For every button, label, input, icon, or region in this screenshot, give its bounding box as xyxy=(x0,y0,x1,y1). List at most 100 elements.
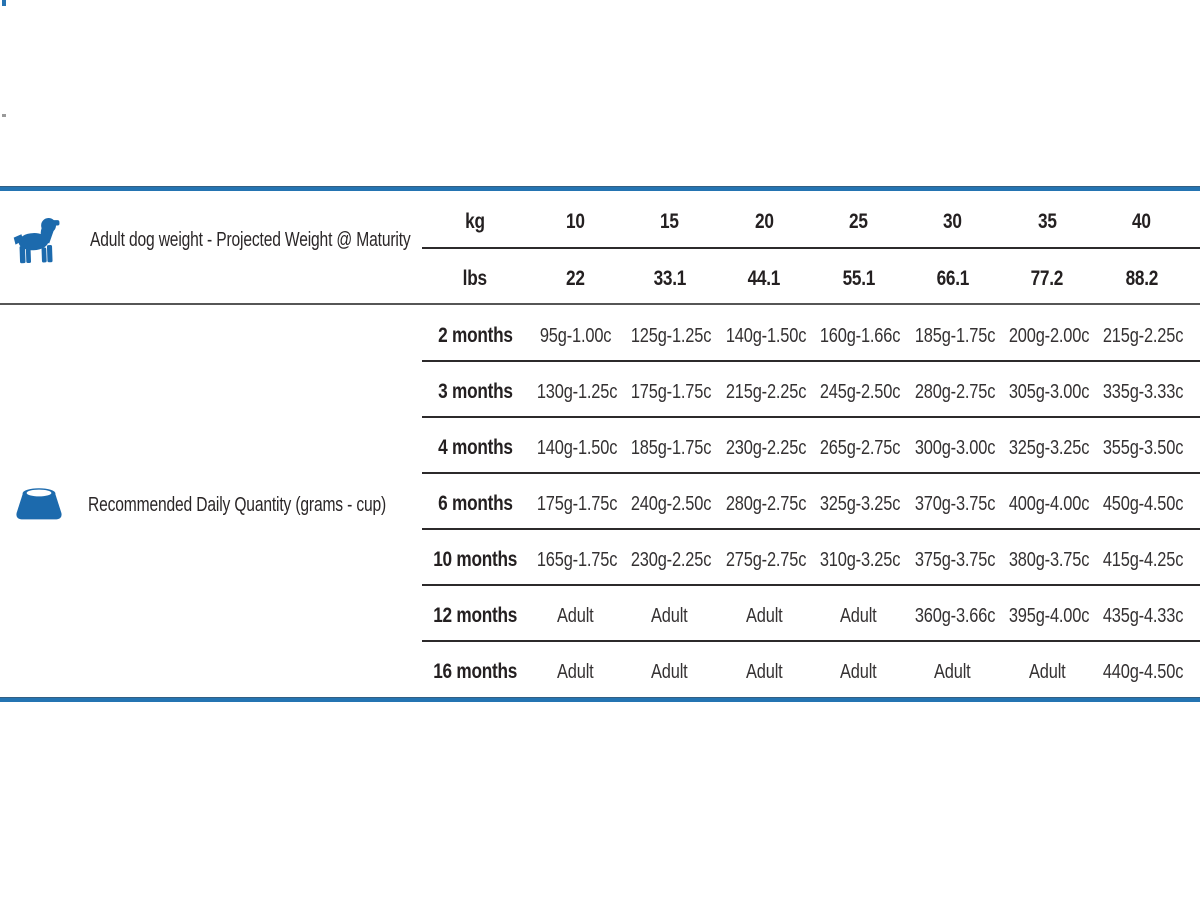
qty-cell: Adult xyxy=(840,660,877,683)
qty-cell: Adult xyxy=(556,660,594,683)
kg-value: 30 xyxy=(943,210,963,234)
qty-cell: 175g-1.75c xyxy=(631,380,712,403)
row-label: 6 months xyxy=(437,492,513,515)
qty-cell: 140g-1.50c xyxy=(725,324,807,347)
lbs-row: lbs 22 33.1 44.1 55.1 66.1 77.2 88.2 xyxy=(422,249,1200,304)
lbs-value: 66.1 xyxy=(936,266,970,290)
row-divider xyxy=(422,416,1200,418)
dog-silhouette-icon xyxy=(13,210,60,270)
qty-cell: 185g-1.75c xyxy=(914,324,995,347)
row-label: 12 months xyxy=(433,604,517,627)
qty-cell: 415g-4.25c xyxy=(1103,548,1184,571)
lbs-value: 88.2 xyxy=(1125,266,1158,290)
weight-header-table: kg 10 15 20 25 30 35 40 lbs 22 33.1 44.1… xyxy=(422,192,1200,303)
qty-cell: 335g-3.33c xyxy=(1103,380,1184,403)
lbs-value: 77.2 xyxy=(1030,266,1064,290)
weight-legend: Adult dog weight - Projected Weight @ Ma… xyxy=(13,208,413,272)
qty-cell: 325g-3.25c xyxy=(1008,436,1090,459)
qty-cell: 305g-3.00c xyxy=(1008,380,1090,403)
row-divider xyxy=(422,528,1200,530)
qty-cell: 240g-2.50c xyxy=(631,492,712,515)
qty-cell: 310g-3.25c xyxy=(820,548,901,571)
table-row-6-months: 6 months 175g-1.75c 240g-2.50c 280g-2.75… xyxy=(422,474,1200,528)
qty-cell: 450g-4.50c xyxy=(1103,492,1184,515)
qty-cell: 185g-1.75c xyxy=(631,436,712,459)
qty-cell: 125g-1.25c xyxy=(631,324,712,347)
qty-cell: 245g-2.50c xyxy=(820,380,901,403)
row-divider xyxy=(422,640,1200,642)
table-row-12-months: 12 months Adult Adult Adult Adult 360g-3… xyxy=(422,586,1200,640)
qty-cell: 380g-3.75c xyxy=(1008,548,1090,571)
page-margin-mark xyxy=(2,114,6,117)
qty-cell: Adult xyxy=(651,604,688,627)
qty-cell: 130g-1.25c xyxy=(536,380,618,403)
row-divider xyxy=(422,360,1200,362)
kg-value: 15 xyxy=(660,210,679,234)
row-label: 2 months xyxy=(437,324,513,347)
unit-label-kg: kg xyxy=(465,210,485,234)
quantity-legend: Recommended Daily Quantity (grams - cup) xyxy=(15,483,415,527)
kg-value: 10 xyxy=(565,210,585,234)
qty-cell: Adult xyxy=(1028,660,1066,683)
qty-cell: 200g-2.00c xyxy=(1008,324,1090,347)
lbs-value: 22 xyxy=(565,266,585,290)
table-row-3-months: 3 months 130g-1.25c 175g-1.75c 215g-2.25… xyxy=(422,362,1200,416)
quantity-legend-label: Recommended Daily Quantity (grams - cup) xyxy=(88,493,387,516)
unit-label-lbs: lbs xyxy=(462,266,488,290)
kg-value: 20 xyxy=(754,210,774,234)
row-divider xyxy=(422,472,1200,474)
qty-cell: 280g-2.75c xyxy=(725,492,807,515)
qty-cell: 360g-3.66c xyxy=(914,604,995,627)
table-row-4-months: 4 months 140g-1.50c 185g-1.75c 230g-2.25… xyxy=(422,418,1200,472)
qty-cell: 230g-2.25c xyxy=(725,436,807,459)
qty-cell: 215g-2.25c xyxy=(1103,324,1184,347)
qty-cell: 175g-1.75c xyxy=(536,492,618,515)
section-divider-line xyxy=(0,303,1200,305)
row-label: 3 months xyxy=(437,380,513,403)
qty-cell: Adult xyxy=(745,660,783,683)
table-row-10-months: 10 months 165g-1.75c 230g-2.25c 275g-2.7… xyxy=(422,530,1200,584)
dog-bowl-icon xyxy=(15,484,63,526)
qty-cell: Adult xyxy=(840,604,877,627)
qty-cell: 370g-3.75c xyxy=(914,492,995,515)
top-divider-line xyxy=(0,186,1200,191)
row-label: 10 months xyxy=(433,548,517,571)
qty-cell: 215g-2.25c xyxy=(725,380,807,403)
qty-cell: 300g-3.00c xyxy=(914,436,995,459)
lbs-value: 33.1 xyxy=(653,266,686,290)
table-row-2-months: 2 months 95g-1.00c 125g-1.25c 140g-1.50c… xyxy=(422,306,1200,360)
kg-row: kg 10 15 20 25 30 35 40 xyxy=(422,192,1200,247)
row-divider xyxy=(422,584,1200,586)
row-label: 4 months xyxy=(437,436,513,459)
table-row-16-months: 16 months Adult Adult Adult Adult Adult … xyxy=(422,642,1200,696)
kg-value: 35 xyxy=(1037,210,1057,234)
qty-cell: 400g-4.00c xyxy=(1008,492,1090,515)
qty-cell: 355g-3.50c xyxy=(1103,436,1184,459)
qty-cell: Adult xyxy=(651,660,688,683)
page-corner-mark xyxy=(2,0,6,6)
row-label: 16 months xyxy=(433,660,517,683)
qty-cell: 265g-2.75c xyxy=(820,436,901,459)
bottom-divider-line xyxy=(0,697,1200,702)
weight-legend-label: Adult dog weight - Projected Weight @ Ma… xyxy=(90,228,411,251)
qty-cell: 375g-3.75c xyxy=(914,548,995,571)
qty-cell: 160g-1.66c xyxy=(820,324,901,347)
qty-cell: 275g-2.75c xyxy=(725,548,807,571)
qty-cell: 440g-4.50c xyxy=(1103,660,1184,683)
qty-cell: 140g-1.50c xyxy=(536,436,618,459)
qty-cell: Adult xyxy=(745,604,783,627)
qty-cell: 230g-2.25c xyxy=(631,548,712,571)
qty-cell: Adult xyxy=(556,604,594,627)
lbs-value: 44.1 xyxy=(747,266,781,290)
qty-cell: 280g-2.75c xyxy=(914,380,995,403)
qty-cell: 395g-4.00c xyxy=(1008,604,1090,627)
qty-cell: 165g-1.75c xyxy=(536,548,618,571)
qty-cell: Adult xyxy=(934,660,972,683)
kg-lbs-divider xyxy=(422,246,1200,249)
kg-value: 25 xyxy=(849,210,868,234)
qty-cell: 325g-3.25c xyxy=(820,492,901,515)
feeding-table: 2 months 95g-1.00c 125g-1.25c 140g-1.50c… xyxy=(422,306,1200,696)
lbs-value: 55.1 xyxy=(842,266,875,290)
qty-cell: 435g-4.33c xyxy=(1103,604,1184,627)
